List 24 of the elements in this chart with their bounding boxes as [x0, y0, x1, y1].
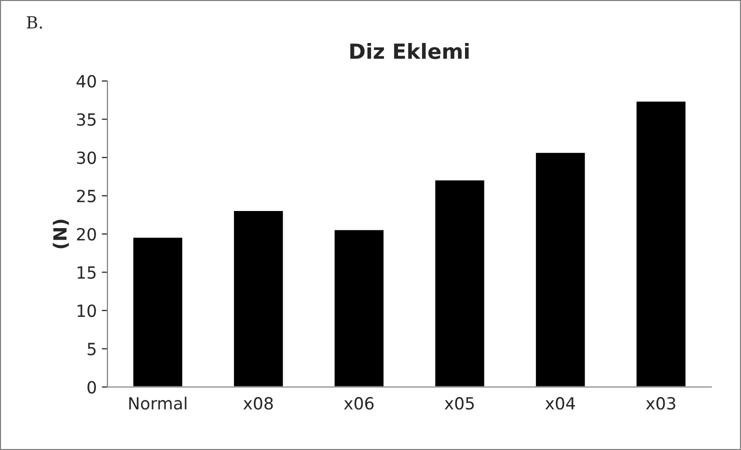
- y-tick-label: 20: [77, 228, 96, 241]
- y-tick-label: 0: [88, 380, 96, 394]
- y-tick-label: 5: [88, 342, 96, 356]
- bar: [534, 151, 586, 387]
- x-tick-label: x04: [545, 397, 575, 410]
- x-tick-label: x03: [646, 397, 676, 410]
- x-tick-label: x06: [344, 397, 374, 410]
- text: B.: [26, 16, 42, 29]
- chart-title: Diz Eklemi: [350, 42, 469, 60]
- bar: [635, 100, 687, 387]
- bar: [434, 178, 486, 387]
- bar: [132, 236, 184, 387]
- y-tick-label: 35: [77, 113, 96, 126]
- x-tick-label: x05: [444, 397, 474, 410]
- bar: [333, 228, 385, 387]
- x-tick-label: x08: [243, 397, 273, 410]
- y-tick-label: 10: [78, 304, 96, 318]
- y-tick-label: 15: [78, 266, 96, 279]
- y-tick-label: 30: [77, 151, 96, 164]
- bar: [232, 210, 284, 387]
- x-tick-label: Normal: [129, 396, 186, 410]
- y-axis-title: (N): [52, 220, 69, 248]
- y-tick-label: 25: [77, 190, 96, 202]
- y-tick-label: 40: [76, 74, 96, 88]
